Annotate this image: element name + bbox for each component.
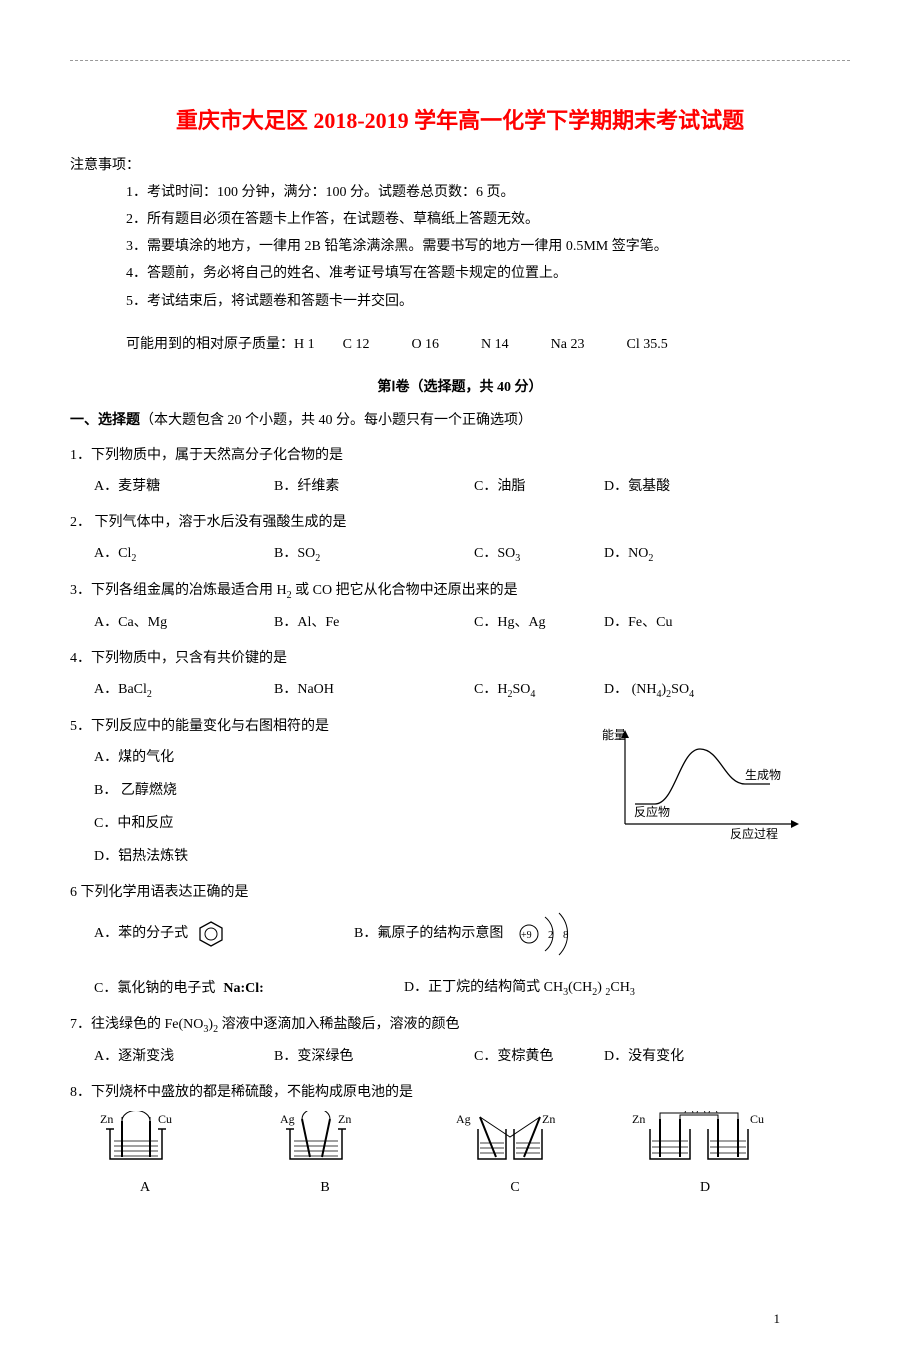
q8-fig-c: Ag Zn C (450, 1111, 630, 1200)
question-5: 5．下列反应中的能量变化与右图相符的是 A．煤的气化 B． 乙醇燃烧 C．中和反… (70, 714, 850, 870)
question-4: 4．下列物质中，只含有共价键的是 A．BaCl2 B．NaOH C．H2SO4 … (70, 646, 850, 704)
q3-opt-c: C．Hg、Ag (474, 610, 604, 635)
q7-opt-a: A．逐渐变浅 (94, 1044, 274, 1069)
q1-opt-a: A．麦芽糖 (94, 474, 274, 499)
q1-opt-d: D．氨基酸 (604, 474, 670, 499)
q2-options: A．Cl2 B．SO2 C．SO3 D．NO2 (70, 541, 850, 568)
svg-text:Ag: Ag (280, 1112, 295, 1126)
notice-1: 1．考试时间：100 分钟，满分：100 分。试题卷总页数：6 页。 (70, 180, 850, 205)
q2-opt-d: D．NO2 (604, 541, 653, 568)
question-6: 6 下列化学用语表达正确的是 A．苯的分子式 B．氟原子的结构示意图 +9 (70, 880, 850, 1002)
beaker-a-icon: Zn Cu (90, 1111, 200, 1166)
q8-figures: Zn Cu A Ag Zn (70, 1111, 850, 1200)
svg-text:能量: 能量 (602, 728, 626, 742)
q4-opt-c: C．H2SO4 (474, 677, 604, 704)
q8-fig-b: Ag Zn B (270, 1111, 450, 1200)
svg-text:2: 2 (548, 929, 554, 941)
q4-opt-a: A．BaCl2 (94, 677, 274, 704)
question-2: 2． 下列气体中，溶于水后没有强酸生成的是 A．Cl2 B．SO2 C．SO3 … (70, 510, 850, 568)
q1-options: A．麦芽糖 B．纤维素 C．油脂 D．氨基酸 (70, 474, 850, 499)
q1-opt-c: C．油脂 (474, 474, 604, 499)
question-7: 7．往浅绿色的 Fe(NO3)2 溶液中逐滴加入稀盐酸后，溶液的颜色 A．逐渐变… (70, 1012, 850, 1070)
q6-opt-a: A．苯的分子式 (94, 919, 354, 949)
atom-structure-icon: +9 2 8 (511, 911, 581, 957)
svg-text:反应过程: 反应过程 (730, 826, 778, 841)
beaker-b-icon: Ag Zn (270, 1111, 380, 1166)
q8-label-a: A (90, 1175, 200, 1200)
section-header: 第Ⅰ卷（选择题，共 40 分） (70, 375, 850, 400)
beaker-c-icon: Ag Zn (450, 1111, 580, 1166)
svg-text:Cu: Cu (158, 1112, 172, 1126)
q1-stem: 1．下列物质中，属于天然高分子化合物的是 (70, 443, 850, 468)
q8-fig-d: Zn Cu D (630, 1111, 810, 1200)
svg-text:Zn: Zn (632, 1112, 645, 1126)
svg-text:Zn: Zn (338, 1112, 351, 1126)
q6-opt-b: B．氟原子的结构示意图 +9 2 8 (354, 911, 581, 957)
q8-label-c: C (450, 1175, 580, 1200)
energy-diagram-icon: 能量 反应物 生成物 反应过程 (600, 724, 810, 844)
q6-options: A．苯的分子式 B．氟原子的结构示意图 +9 2 8 (70, 911, 850, 1002)
notice-label: 注意事项： (70, 153, 850, 178)
q4-options: A．BaCl2 B．NaOH C．H2SO4 D． (NH4)2SO4 (70, 677, 850, 704)
q8-label-d: D (630, 1175, 780, 1200)
q5-opt-d: D．铝热法炼铁 (94, 844, 850, 869)
atomic-mass: 可能用到的相对原子质量：H 1 C 12 O 16 N 14 Na 23 Cl … (70, 332, 850, 357)
q4-opt-d: D． (NH4)2SO4 (604, 677, 694, 704)
q3-stem: 3．下列各组金属的冶炼最适合用 H2 或 CO 把它从化合物中还原出来的是 (70, 578, 850, 605)
notice-4: 4．答题前，务必将自己的姓名、准考证号填写在答题卡规定的位置上。 (70, 261, 850, 286)
svg-text:Cu: Cu (750, 1112, 764, 1126)
svg-text:Zn: Zn (100, 1112, 113, 1126)
q7-stem: 7．往浅绿色的 Fe(NO3)2 溶液中逐滴加入稀盐酸后，溶液的颜色 (70, 1012, 850, 1039)
q1-opt-b: B．纤维素 (274, 474, 474, 499)
q2-opt-c: C．SO3 (474, 541, 604, 568)
svg-text:8: 8 (563, 929, 569, 941)
q6-stem: 6 下列化学用语表达正确的是 (70, 880, 850, 905)
q8-stem: 8．下列烧杯中盛放的都是稀硫酸，不能构成原电池的是 (70, 1080, 850, 1105)
q3-opt-d: D．Fe、Cu (604, 610, 672, 635)
q2-opt-a: A．Cl2 (94, 541, 274, 568)
q3-opt-b: B．Al、Fe (274, 610, 474, 635)
question-1: 1．下列物质中，属于天然高分子化合物的是 A．麦芽糖 B．纤维素 C．油脂 D．… (70, 443, 850, 499)
q3-opt-a: A．Ca、Mg (94, 610, 274, 635)
q4-opt-b: B．NaOH (274, 677, 474, 704)
q7-opt-c: C．变棕黄色 (474, 1044, 604, 1069)
q7-opt-d: D．没有变化 (604, 1044, 684, 1069)
q7-opt-b: B．变深绿色 (274, 1044, 474, 1069)
q2-opt-b: B．SO2 (274, 541, 474, 568)
notice-2: 2．所有题目必须在答题卡上作答，在试题卷、草稿纸上答题无效。 (70, 207, 850, 232)
q8-fig-a: Zn Cu A (90, 1111, 270, 1200)
section-intro-bold: 一、选择题 (70, 413, 140, 428)
q4-stem: 4．下列物质中，只含有共价键的是 (70, 646, 850, 671)
q6-opt-d: D．正丁烷的结构简式 CH3(CH2) 2CH3 (404, 975, 635, 1002)
q6-opt-c: C．氯化钠的电子式 Na:Cl: (94, 976, 404, 1001)
section-intro: 一、选择题（本大题包含 20 个小题，共 40 分。每小题只有一个正确选项） (70, 408, 850, 433)
svg-text:Zn: Zn (542, 1112, 555, 1126)
svg-text:+9: +9 (521, 930, 532, 941)
svg-text:Ag: Ag (456, 1112, 471, 1126)
q3-options: A．Ca、Mg B．Al、Fe C．Hg、Ag D．Fe、Cu (70, 610, 850, 635)
notice-5: 5．考试结束后，将试题卷和答题卡一并交回。 (70, 289, 850, 314)
question-8: 8．下列烧杯中盛放的都是稀硫酸，不能构成原电池的是 Zn Cu A (70, 1080, 850, 1201)
page-number: 1 (774, 1307, 781, 1330)
question-3: 3．下列各组金属的冶炼最适合用 H2 或 CO 把它从化合物中还原出来的是 A．… (70, 578, 850, 636)
page-title: 重庆市大足区 2018-2019 学年高一化学下学期期末考试试题 (70, 101, 850, 141)
q2-stem: 2． 下列气体中，溶于水后没有强酸生成的是 (70, 510, 850, 535)
q7-options: A．逐渐变浅 B．变深绿色 C．变棕黄色 D．没有变化 (70, 1044, 850, 1069)
benzene-icon (196, 919, 226, 949)
beaker-d-icon: Zn Cu (630, 1111, 780, 1166)
section-intro-rest: （本大题包含 20 个小题，共 40 分。每小题只有一个正确选项） (140, 413, 532, 428)
notice-3: 3．需要填涂的地方，一律用 2B 铅笔涂满涂黑。需要书写的地方一律用 0.5MM… (70, 234, 850, 259)
top-rule (70, 60, 850, 61)
svg-text:生成物: 生成物 (745, 768, 781, 782)
svg-text:反应物: 反应物 (634, 804, 670, 819)
q8-label-b: B (270, 1175, 380, 1200)
